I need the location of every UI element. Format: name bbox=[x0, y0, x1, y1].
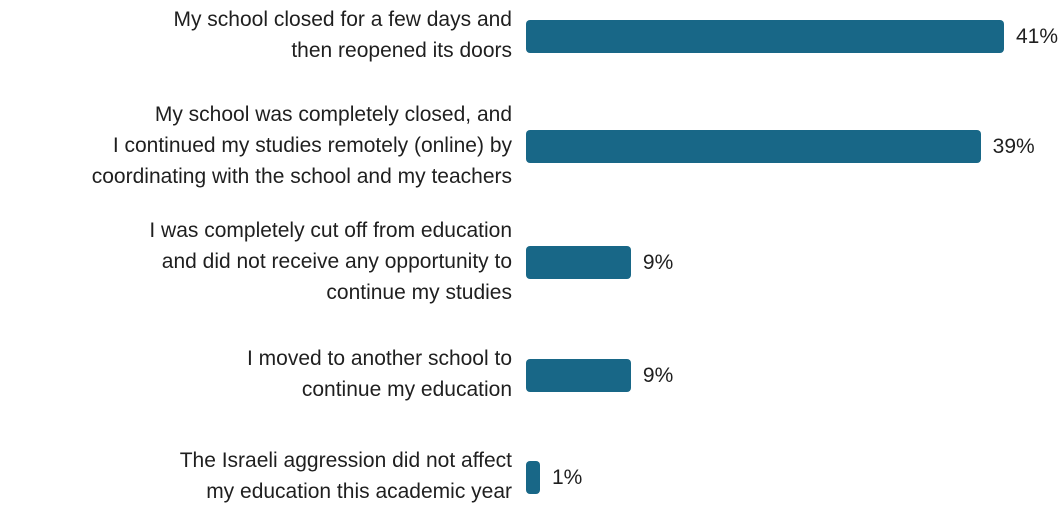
bar bbox=[526, 358, 631, 392]
bar bbox=[526, 129, 981, 163]
category-label: I was completely cut off from education a… bbox=[0, 215, 512, 308]
category-label-line: My school was completely closed, and bbox=[154, 103, 512, 126]
value-label: 9% bbox=[642, 363, 674, 387]
value-label: 9% bbox=[642, 250, 674, 274]
bar bbox=[526, 19, 1004, 53]
category-label: My school was completely closed, and I co… bbox=[0, 99, 512, 192]
bar bbox=[526, 460, 540, 494]
category-label: The Israeli aggression did not affect my … bbox=[0, 445, 512, 507]
bar bbox=[526, 245, 631, 279]
category-label-line: I was completely cut off from education bbox=[149, 219, 512, 242]
category-label-line: I moved to another school to bbox=[247, 347, 512, 370]
category-label-line: My school closed for a few days and bbox=[173, 8, 512, 31]
value-label: 41% bbox=[1016, 24, 1059, 48]
category-label: My school closed for a few days and then … bbox=[0, 4, 512, 66]
category-label-line: I continued my studies remotely (online)… bbox=[112, 134, 512, 157]
category-label-line: and did not receive any opportunity to bbox=[161, 250, 512, 273]
category-label-line: then reopened its doors bbox=[291, 39, 512, 62]
value-label: 39% bbox=[992, 134, 1035, 158]
category-label-line: coordinating with the school and my teac… bbox=[91, 165, 512, 188]
category-label-line: continue my studies bbox=[326, 281, 512, 304]
category-label-line: The Israeli aggression did not affect bbox=[179, 449, 512, 472]
category-label: I moved to another school to continue my … bbox=[0, 343, 512, 405]
value-label: 1% bbox=[552, 465, 583, 489]
category-label-line: my education this academic year bbox=[206, 480, 512, 503]
category-label-line: continue my education bbox=[301, 378, 512, 401]
